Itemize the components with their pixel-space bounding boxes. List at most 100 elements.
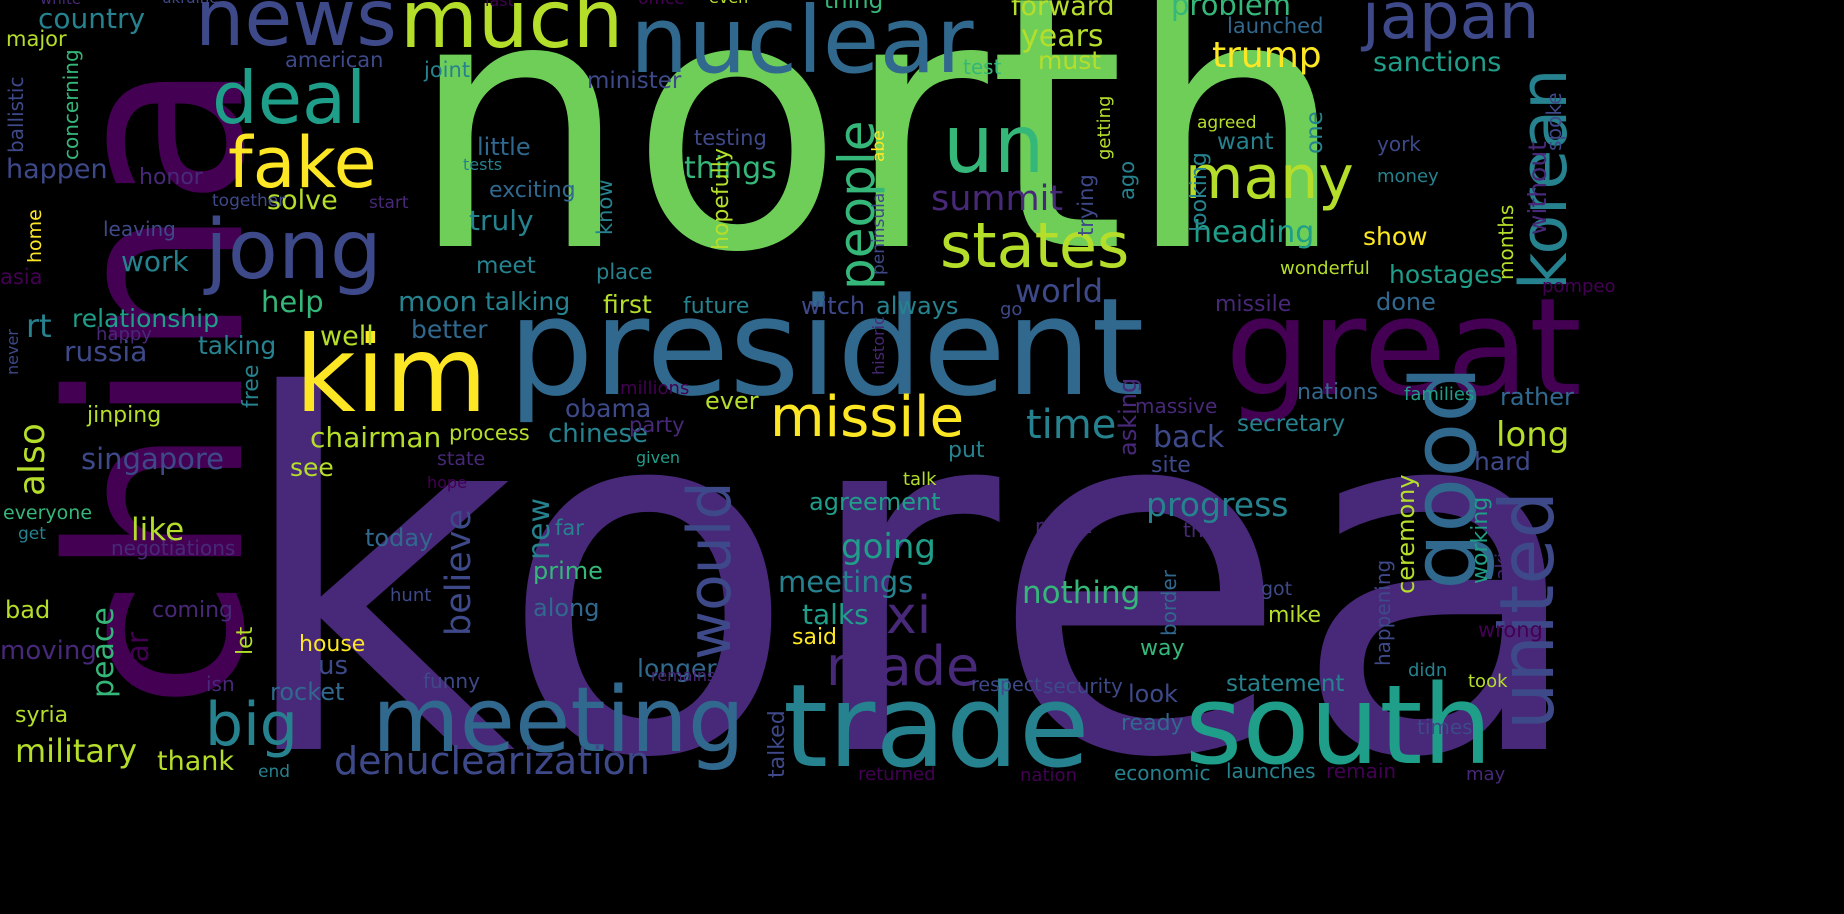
word-meet: meet	[476, 253, 536, 279]
word-making: making	[1492, 530, 1513, 597]
word-truly: truly	[469, 204, 534, 237]
word-peninsula: peninsula	[869, 192, 889, 275]
word-honor: honor	[139, 165, 203, 190]
word-money: money	[1377, 166, 1439, 187]
word-leaving: leaving	[103, 217, 176, 241]
word-would: would	[675, 481, 745, 660]
word-isn: isn	[206, 672, 235, 696]
word-concerning: concerning	[59, 49, 83, 160]
word-kim: kim	[295, 314, 488, 436]
word-great: great	[1225, 269, 1582, 426]
word-summit: summit	[931, 179, 1064, 219]
word-relationship: relationship	[72, 304, 219, 333]
word-show: show	[1363, 222, 1428, 251]
word-made: made	[826, 635, 980, 698]
word-back: back	[1153, 420, 1225, 455]
word-obama: obama	[565, 394, 652, 423]
word-didn: didn	[1408, 660, 1448, 681]
word-rather: rather	[1500, 383, 1574, 411]
word-us: us	[318, 651, 349, 681]
word-happy: happy	[96, 324, 152, 345]
word-done: done	[1376, 288, 1436, 316]
word-ballistic: ballistic	[4, 76, 28, 153]
word-future: future	[683, 294, 750, 319]
word-president: president	[508, 269, 1145, 426]
word-testing: testing	[694, 126, 767, 150]
word-tests: tests	[463, 155, 503, 174]
word-everyone: everyone	[3, 502, 93, 524]
word-japan: japan	[1362, 0, 1540, 54]
word-working: working	[1468, 496, 1493, 584]
word-solve: solve	[267, 185, 338, 216]
word-economic: economic	[1114, 761, 1211, 785]
word-time: time	[1026, 402, 1117, 448]
word-meetings: meetings	[778, 565, 914, 599]
word-russia: russia	[64, 335, 148, 368]
word-see: see	[290, 453, 334, 482]
word-families: families	[1404, 384, 1475, 405]
word-south: south	[1185, 661, 1493, 789]
word-missile: missile	[770, 385, 965, 450]
word-process: process	[449, 421, 530, 445]
word-months: months	[1494, 204, 1518, 280]
word-going: going	[841, 527, 936, 567]
word-meeting: meeting	[372, 668, 745, 773]
word-negotiations: negotiations	[111, 536, 236, 560]
word-years: years	[1021, 19, 1104, 54]
word-exciting: exciting	[489, 178, 576, 203]
word-launched: launched	[1227, 14, 1324, 38]
word-start: start	[369, 193, 409, 213]
word-look: look	[1128, 680, 1178, 708]
word-long: long	[1496, 415, 1570, 455]
word-hope: hope	[427, 473, 467, 492]
word-site: site	[1151, 453, 1191, 478]
word-even: even	[709, 0, 748, 6]
word-many: many	[1185, 143, 1354, 213]
word-sanctions: sanctions	[1373, 47, 1502, 78]
word-remains: remains	[651, 666, 716, 685]
word-country: country	[38, 2, 146, 35]
word-major: major	[6, 27, 67, 51]
word-times: times	[1417, 715, 1473, 739]
word-without: without	[1523, 141, 1552, 235]
word-today: today	[365, 524, 434, 552]
word-funny: funny	[423, 669, 480, 693]
word-syria: syria	[15, 703, 69, 728]
word-party: party	[629, 413, 685, 437]
word-spoke: spoke	[1542, 92, 1566, 151]
word-last: last	[485, 0, 514, 10]
word-korea: korea	[232, 294, 1591, 865]
word-progress: progress	[1146, 485, 1289, 524]
word-american: american	[285, 48, 384, 72]
word-ago: ago	[1115, 160, 1139, 200]
word-always: always	[876, 292, 959, 320]
word-well: well	[320, 321, 374, 352]
word-returned: returned	[858, 764, 936, 785]
word-trump: trump	[1212, 35, 1322, 76]
word-agreement: agreement	[809, 488, 941, 516]
word-must: must	[1038, 46, 1102, 75]
word-asking: asking	[1114, 377, 1142, 456]
word-launches: launches	[1226, 759, 1316, 783]
word-white: white	[40, 0, 81, 7]
word-also: also	[12, 423, 53, 496]
word-chinese: chinese	[548, 419, 649, 449]
word-taking: taking	[198, 331, 277, 360]
word-wrong: wrong	[1478, 618, 1543, 642]
word-said: said	[792, 625, 838, 650]
word-abe: abe	[869, 130, 889, 162]
word-deal: deal	[212, 56, 367, 140]
word-talks: talks	[802, 598, 869, 631]
word-north: north	[408, 0, 1347, 329]
word-wonderful: wonderful	[1280, 258, 1370, 279]
word-thing: thing	[824, 0, 884, 14]
word-massive: massive	[1135, 394, 1218, 418]
word-things: things	[684, 151, 777, 186]
word-witch: witch	[801, 292, 866, 320]
word-united: united	[1483, 490, 1571, 730]
word-ready: ready	[1121, 711, 1184, 736]
word-coming: coming	[152, 598, 234, 623]
word-ever: ever	[705, 387, 759, 415]
word-rocket: rocket	[270, 678, 345, 706]
word-happen: happen	[6, 154, 108, 185]
